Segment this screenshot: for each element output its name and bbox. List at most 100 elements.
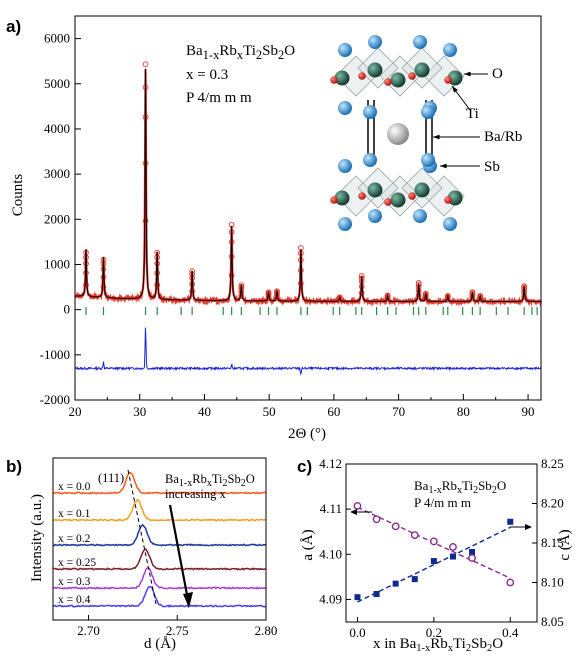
ti-atom (390, 72, 406, 88)
panel-b: b) Intensity (a.u.) d (Å) 2.70 2.75 2.80 x… (6, 457, 277, 652)
panel-b-series-label: x = 0.1 (58, 508, 91, 520)
panel-c-title: Ba1-xRbxTi2Sb2O (414, 478, 506, 496)
panel-b-series-label: x = 0.4 (58, 594, 91, 606)
ba-rb-atom (387, 123, 409, 145)
panel-a-ytick-label: 2000 (44, 211, 70, 226)
lattice-c-point (391, 522, 400, 531)
observed-point (154, 282, 161, 288)
panel-a-ytick-label: 4000 (44, 121, 70, 136)
sb-atom (368, 209, 382, 223)
pointer-o-head (464, 71, 471, 77)
observed-point (100, 284, 107, 291)
intensity-curve (52, 471, 267, 495)
o-atom (384, 78, 392, 86)
ti-atom (367, 182, 383, 198)
lattice-a-point (392, 580, 399, 587)
observed-point (228, 272, 235, 279)
sb-atom (338, 43, 352, 57)
panel-b-legend-formula: Ba1-xRbxTi2Sb2O (165, 472, 255, 489)
panel-a-letter: a) (6, 17, 21, 36)
panel-c-ytick-left-label: 4.09 (319, 591, 342, 606)
panel-c-ylabel-right: c (Å) (557, 529, 573, 560)
panel-a-xtick-label: 80 (457, 404, 470, 419)
panel-a-difference (74, 327, 542, 376)
intensity-curve (52, 548, 267, 571)
panel-a-frame (74, 15, 542, 401)
o-atom (408, 192, 416, 200)
sb-atom (368, 35, 382, 49)
panel-c-xtick-label: 0.4 (502, 625, 519, 640)
lattice-a-point (430, 558, 437, 565)
panel-c-trendlines (357, 506, 511, 603)
lattice-c-point (506, 578, 515, 587)
o-atom (444, 76, 452, 84)
panel-b-peak-label: (111) (98, 471, 124, 485)
arrow-right-head (525, 524, 532, 530)
panel-a-ticks: 20 30 40 50 60 70 80 90 -2000 -1000 0 1000 2000 3000 4… (40, 31, 535, 419)
structure-label-o: O (492, 66, 503, 82)
observed-point (142, 218, 149, 224)
lattice-c-point (353, 501, 362, 510)
panel-b-ticks: 2.70 2.75 2.80 (77, 615, 277, 638)
ti-atom (367, 62, 383, 78)
ti-atom (414, 182, 430, 198)
panel-c-frame (345, 463, 538, 623)
o-atom (358, 72, 366, 80)
ti-atom (334, 70, 350, 86)
difference-curve (74, 327, 542, 376)
observed-point (298, 280, 304, 287)
panel-c-ytick-left-label: 4.11 (320, 501, 342, 516)
observed-point (83, 270, 89, 276)
lattice-a-point (507, 518, 514, 525)
panel-b-series-label: x = 0.2 (58, 533, 91, 545)
panel-c-space-group: P 4/m m m (414, 495, 471, 510)
panel-a-calculated (75, 68, 541, 302)
panel-c-xlabel: x in Ba1-xRbxTi2Sb2O (373, 636, 503, 654)
structure-label-ti: Ti (466, 106, 479, 122)
panel-a-space-group: P 4/m m m (186, 90, 252, 106)
pointer-ti-head (452, 86, 458, 93)
structure-label-ba-rb: Ba/Rb (484, 129, 522, 145)
panel-b-series-label: x = 0.0 (58, 481, 91, 493)
panel-c-ylabel-left: a (Å) (300, 529, 316, 560)
lattice-a-point (449, 553, 456, 560)
panel-a-xtick-label: 70 (392, 404, 405, 419)
panel-c-ytick-right-label: 8.25 (541, 456, 564, 471)
lattice-c-point (449, 543, 457, 551)
observed-point (521, 293, 528, 300)
panel-a-ytick-label: 5000 (44, 76, 70, 91)
panel-a-ytick-label: -1000 (40, 347, 70, 362)
panel-a-xtick-label: 20 (69, 404, 82, 419)
intensity-curve (52, 499, 267, 522)
lattice-a-point (373, 591, 380, 598)
sb-atom (363, 153, 377, 167)
panel-c-ytick-right-label: 8.15 (541, 535, 564, 550)
panel-a-composition: x = 0.3 (186, 67, 228, 83)
calculated-pattern (75, 68, 541, 302)
crystal-structure-illustration (330, 35, 488, 231)
sb-atom (443, 217, 457, 231)
panel-a-ytick-label: 1000 (44, 256, 70, 271)
lattice-a-point (469, 549, 476, 556)
panel-a-ytick-label: 6000 (44, 31, 70, 46)
panel-a-xtick-label: 30 (133, 404, 146, 419)
panel-b-xtick-label: 2.80 (255, 623, 278, 638)
panel-b-arrow-head (183, 592, 193, 608)
ti-atom (334, 190, 350, 206)
trendline-a (357, 526, 511, 603)
panel-a-xtick-label: 40 (198, 404, 211, 419)
panel-b-shift-guide (127, 469, 157, 605)
sb-atom (421, 153, 435, 167)
observed-point (189, 288, 195, 295)
panel-c-ytick-right-label: 8.10 (541, 575, 564, 590)
arrow-left-head (350, 509, 357, 515)
sb-atom (338, 101, 352, 115)
panel-b-xtick-label: 2.70 (77, 623, 100, 638)
sb-atom (413, 209, 427, 223)
panel-b-ylabel: Intensity (a.u.) (29, 494, 45, 582)
o-atom (408, 72, 416, 80)
lattice-c-point (468, 554, 476, 562)
panel-c-ytick-left-label: 4.12 (319, 456, 342, 471)
panel-a-formula: Ba1-xRbxTi2Sb2O (186, 43, 295, 62)
lattice-c-point (410, 531, 419, 539)
